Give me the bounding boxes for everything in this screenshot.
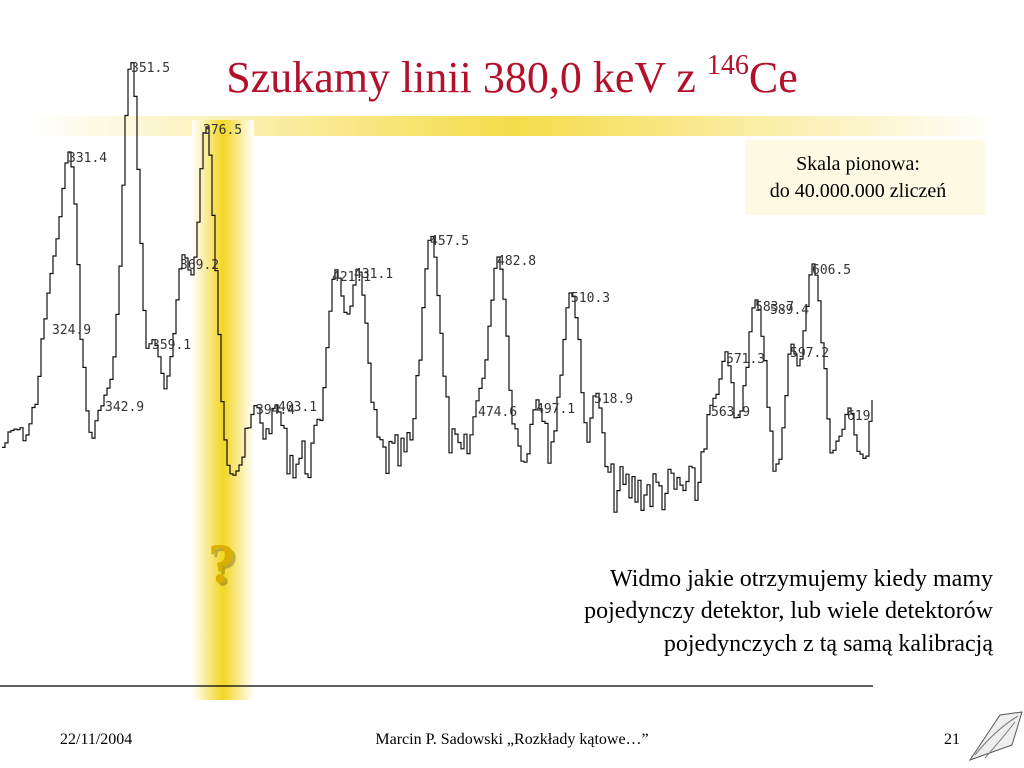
peak-label: 563.9 [711, 405, 750, 420]
footer-author: Marcin P. Sadowski „Rozkłady kątowe…” [375, 731, 648, 748]
peak-label: 571.3 [726, 352, 765, 367]
scale-note: Skala pionowa: [796, 153, 920, 175]
title-text: Szukamy linii 380,0 keV z [226, 53, 707, 102]
peak-label: 482.8 [497, 254, 536, 269]
peak-label: 359.1 [152, 338, 191, 353]
title-superscript: 146 [707, 50, 749, 81]
peak-label: 457.5 [430, 234, 469, 249]
peak-label: 589.4 [770, 303, 809, 318]
note-bg [745, 140, 985, 215]
peak-label: 351.5 [131, 61, 170, 76]
peak-label: 421.1 [332, 270, 371, 285]
peak-label: 606.5 [812, 263, 851, 278]
title-element: Ce [749, 53, 798, 102]
peak-label: 518.9 [594, 392, 633, 407]
caption-line: pojedynczy detektor, lub wiele detektoró… [584, 598, 994, 624]
caption-line: Widmo jakie otrzymujemy kiedy mamy [610, 566, 993, 592]
header-bar [30, 116, 1000, 136]
peak-label: 394.4 [256, 403, 295, 418]
peak-label: 342.9 [105, 400, 144, 415]
question-shadow: ? [211, 536, 239, 598]
peak-label: 431.1 [354, 267, 393, 282]
peak-label: 497.1 [536, 402, 575, 417]
spectrum-group: 351.5 376.5 331.4 369.2 324.9 359.1 342.9 394.4… [2, 61, 873, 513]
logo [968, 711, 1023, 761]
spectrum-trace [2, 62, 873, 513]
peak-label: 510.3 [571, 291, 610, 306]
footer-date: 22/11/2004 [60, 731, 132, 748]
peak-label: 324.9 [52, 323, 91, 338]
peak-label: 583.7 [755, 300, 794, 315]
logo-lines [974, 715, 1019, 759]
peak-label: 597.2 [790, 346, 829, 361]
scale-note: do 40.000.000 zliczeń [770, 180, 947, 202]
peak-label: 474.6 [478, 405, 517, 420]
footer-page: 21 [944, 731, 960, 748]
question-mark: ? [208, 533, 236, 595]
peak-label: 376.5 [203, 123, 242, 138]
caption-line: pojedynczych z tą samą kalibracją [664, 631, 994, 657]
peak-label: 331.4 [68, 151, 107, 166]
highlight-band [192, 120, 254, 700]
peak-label: 403.1 [278, 400, 317, 415]
slide-title: Szukamy linii 380,0 keV z 146Ce [226, 50, 798, 102]
peak-label: 369.2 [180, 258, 219, 273]
peak-label: 619 [847, 409, 870, 424]
